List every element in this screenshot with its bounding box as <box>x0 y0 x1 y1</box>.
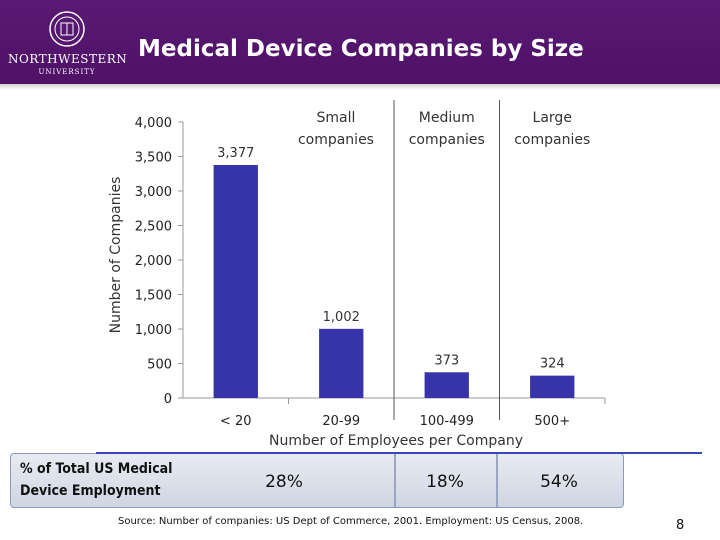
group-label-line2: companies <box>514 132 590 148</box>
employment-divider-2 <box>496 454 498 507</box>
employment-label-line1: % of Total US Medical <box>20 461 173 477</box>
y-tick-label: 2,000 <box>135 254 172 269</box>
employment-value-medium: 18% <box>426 472 464 492</box>
header-band <box>0 0 720 84</box>
seal-icon <box>49 11 85 47</box>
page-number: 8 <box>676 518 685 533</box>
source-note: Source: Number of companies: US Dept of … <box>118 516 584 527</box>
x-tick-label: < 20 <box>220 414 252 429</box>
y-tick-label: 3,500 <box>135 151 172 166</box>
university-logo: NORTHWESTERN UNIVERSITY <box>8 10 128 76</box>
bar-value-label: 3,377 <box>217 146 254 161</box>
group-label-line2: companies <box>409 132 485 148</box>
group-label-line2: companies <box>298 132 374 148</box>
logo-name: NORTHWESTERN <box>8 52 128 66</box>
x-tick-label: 500+ <box>534 414 570 429</box>
bar <box>213 164 258 398</box>
group-label-line1: Small <box>317 110 356 126</box>
y-tick-label: 3,000 <box>135 185 172 200</box>
x-axis-title: Number of Employees per Company <box>269 433 523 449</box>
header-shadow <box>0 84 720 90</box>
employment-value-small: 28% <box>265 472 303 492</box>
employment-label: % of Total US Medical Device Employment <box>20 458 200 502</box>
y-tick-label: 500 <box>147 358 172 373</box>
group-label-line1: Large <box>533 110 572 126</box>
bar <box>319 328 364 398</box>
y-tick-label: 4,000 <box>135 116 172 131</box>
y-tick-label: 1,000 <box>135 323 172 338</box>
x-tick-label: 100-499 <box>420 414 474 429</box>
employment-value-large: 54% <box>540 472 578 492</box>
slide-title: Medical Device Companies by Size <box>138 36 584 62</box>
employment-divider-1 <box>394 454 396 507</box>
bar-chart: 0 500 1,000 1,500 2,000 2,500 3,000 3,500 4,000 3… <box>108 100 606 449</box>
x-tick-label: 20-99 <box>322 414 360 429</box>
y-tick-label: 0 <box>164 392 172 407</box>
employment-label-line2: Device Employment <box>20 483 161 499</box>
bar-value-label: 324 <box>540 357 565 372</box>
y-tick-label: 1,500 <box>135 289 172 304</box>
logo-subtitle: UNIVERSITY <box>38 68 96 76</box>
bar-value-label: 1,002 <box>323 310 360 325</box>
group-label-line1: Medium <box>419 110 475 126</box>
y-axis-title: Number of Companies <box>108 177 124 334</box>
divider-line <box>96 452 702 454</box>
bar <box>530 375 575 398</box>
y-tick-label: 2,500 <box>135 220 172 235</box>
bar <box>424 372 469 398</box>
bar-value-label: 373 <box>434 353 459 368</box>
